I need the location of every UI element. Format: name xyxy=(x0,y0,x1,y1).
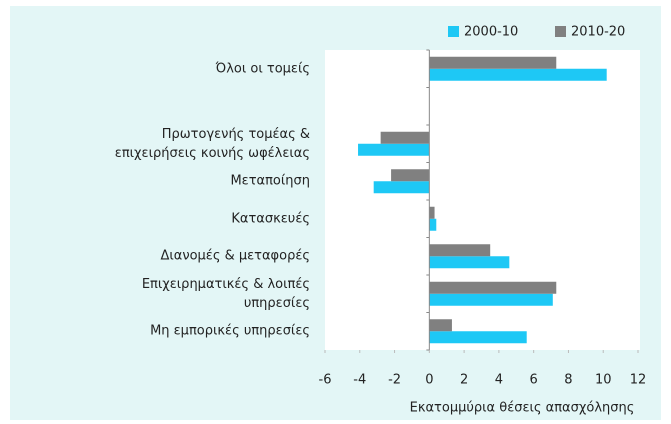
legend-swatch xyxy=(555,26,566,37)
bar xyxy=(429,293,553,306)
legend-label: 2000-10 xyxy=(464,25,518,40)
bar xyxy=(429,331,527,344)
x-tick-label: 4 xyxy=(495,373,503,388)
x-tick-label: 10 xyxy=(595,373,612,388)
bar xyxy=(429,56,557,69)
x-tick-label: 6 xyxy=(530,373,538,388)
legend-label: 2010-20 xyxy=(571,25,625,40)
bar xyxy=(429,206,435,219)
bar xyxy=(429,319,452,332)
category-label: Όλοι οι τομείς xyxy=(215,61,310,77)
bar xyxy=(429,218,437,231)
bar xyxy=(429,244,491,257)
bar xyxy=(391,169,430,182)
category-label: Μη εμπορικές υπηρεσίες xyxy=(150,323,310,339)
category-label: Μεταποίηση xyxy=(230,173,310,189)
x-tick-label: 0 xyxy=(425,373,433,388)
bar xyxy=(380,131,430,144)
x-tick-label: 8 xyxy=(564,373,572,388)
bar xyxy=(373,181,430,194)
x-tick-label: -2 xyxy=(388,373,401,388)
category-label: Διανομές & μεταφορές xyxy=(160,248,310,264)
bar xyxy=(429,256,510,269)
x-axis-label: Εκατομμύρια θέσεις απασχόλησης xyxy=(410,401,635,416)
x-tick-label: -6 xyxy=(319,373,332,388)
x-tick-label: 2 xyxy=(460,373,468,388)
x-tick-label: -4 xyxy=(353,373,366,388)
category-label: Κατασκευές xyxy=(231,211,310,227)
category-label: Επιχειρηματικές & λοιπές υπηρεσίες xyxy=(141,276,310,311)
category-label: Πρωτογενής τομέας & επιχειρήσεις κοινής … xyxy=(114,126,310,161)
bar xyxy=(429,281,557,294)
x-tick-label: 12 xyxy=(630,373,647,388)
legend-swatch xyxy=(448,26,459,37)
bar xyxy=(429,68,607,81)
bar xyxy=(358,143,430,156)
